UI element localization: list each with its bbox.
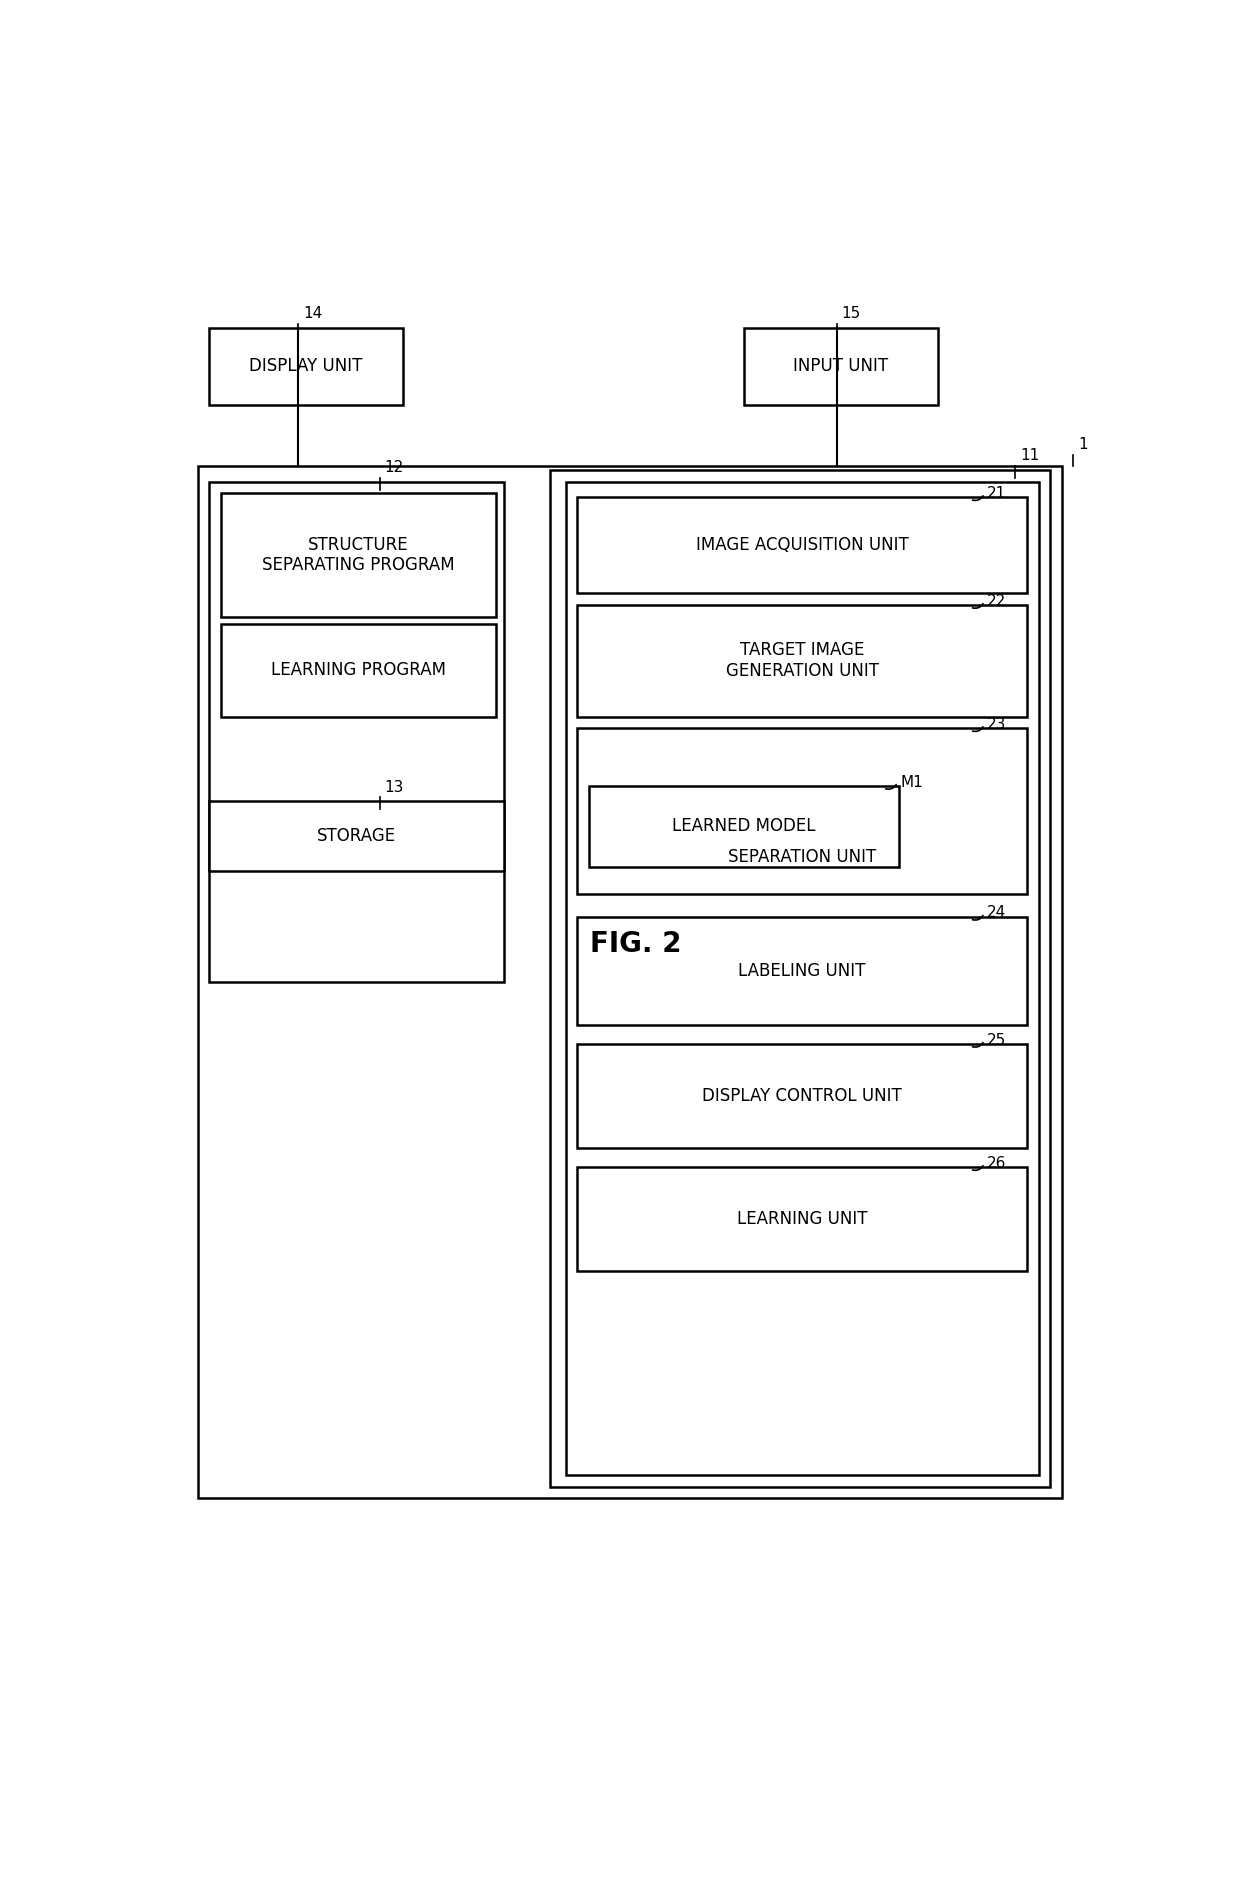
FancyBboxPatch shape <box>565 482 1039 1475</box>
FancyBboxPatch shape <box>210 802 503 870</box>
Text: 22: 22 <box>987 594 1007 609</box>
FancyBboxPatch shape <box>589 787 899 866</box>
FancyBboxPatch shape <box>551 471 1050 1486</box>
Text: 26: 26 <box>987 1155 1007 1171</box>
Text: IMAGE ACQUISITION UNIT: IMAGE ACQUISITION UNIT <box>696 537 909 554</box>
FancyBboxPatch shape <box>744 327 937 405</box>
FancyBboxPatch shape <box>210 482 503 981</box>
Text: LABELING UNIT: LABELING UNIT <box>739 963 866 980</box>
Text: 12: 12 <box>384 460 404 475</box>
Text: SEPARATION UNIT: SEPARATION UNIT <box>728 849 877 866</box>
Text: TARGET IMAGE
GENERATION UNIT: TARGET IMAGE GENERATION UNIT <box>725 641 879 681</box>
FancyBboxPatch shape <box>578 497 1027 594</box>
Text: 14: 14 <box>303 306 322 321</box>
Text: 11: 11 <box>1021 448 1039 463</box>
FancyBboxPatch shape <box>221 624 496 717</box>
Text: INPUT UNIT: INPUT UNIT <box>794 357 888 374</box>
FancyBboxPatch shape <box>221 494 496 616</box>
Text: 24: 24 <box>987 906 1007 921</box>
Text: LEARNING PROGRAM: LEARNING PROGRAM <box>270 662 446 679</box>
Text: STORAGE: STORAGE <box>317 826 396 845</box>
FancyBboxPatch shape <box>197 467 1061 1498</box>
FancyBboxPatch shape <box>578 917 1027 1025</box>
Text: STRUCTURE
SEPARATING PROGRAM: STRUCTURE SEPARATING PROGRAM <box>262 535 455 575</box>
Text: DISPLAY CONTROL UNIT: DISPLAY CONTROL UNIT <box>702 1087 901 1104</box>
Text: M1: M1 <box>900 775 923 790</box>
FancyBboxPatch shape <box>578 1044 1027 1148</box>
Text: LEARNED MODEL: LEARNED MODEL <box>672 817 816 836</box>
Text: DISPLAY UNIT: DISPLAY UNIT <box>249 357 363 374</box>
Text: LEARNING UNIT: LEARNING UNIT <box>737 1210 867 1227</box>
Text: 23: 23 <box>987 717 1007 732</box>
FancyBboxPatch shape <box>578 605 1027 717</box>
Text: 25: 25 <box>987 1032 1007 1048</box>
Text: 15: 15 <box>842 306 861 321</box>
FancyBboxPatch shape <box>210 327 403 405</box>
Text: FIG. 2: FIG. 2 <box>590 930 681 957</box>
Text: 21: 21 <box>987 486 1007 501</box>
FancyBboxPatch shape <box>578 728 1027 894</box>
Text: 1: 1 <box>1079 437 1087 452</box>
Text: 13: 13 <box>384 779 404 794</box>
FancyBboxPatch shape <box>578 1167 1027 1271</box>
